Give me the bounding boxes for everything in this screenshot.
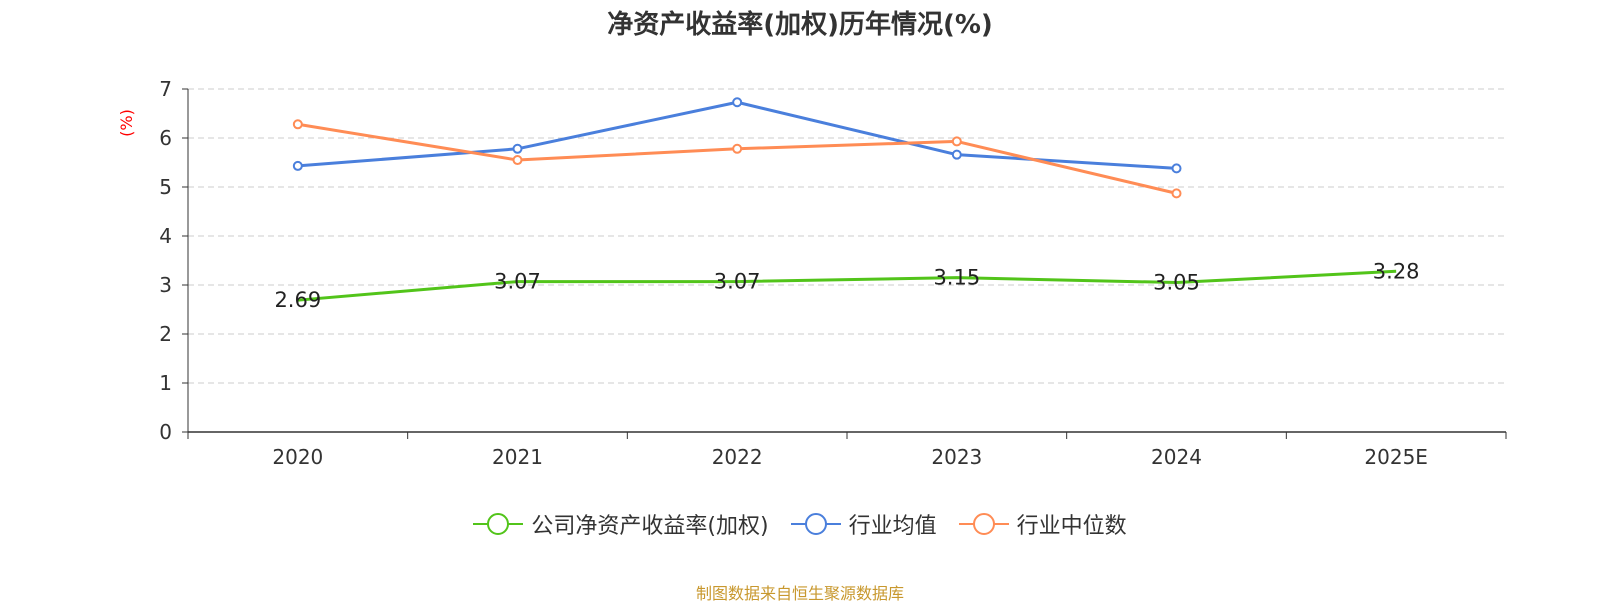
data-labels: 2.69 3.07 3.07 3.15 3.05 3.28 bbox=[274, 259, 1419, 312]
series-line bbox=[297, 100, 1177, 170]
data-point bbox=[1171, 163, 1182, 174]
legend-swatch-icon bbox=[958, 513, 1009, 535]
x-tick-label: 2024 bbox=[1151, 445, 1202, 469]
y-tick-label: 2 bbox=[159, 322, 172, 346]
data-point bbox=[292, 119, 303, 130]
data-point bbox=[951, 136, 962, 147]
x-tick-label: 2022 bbox=[712, 445, 763, 469]
gridlines bbox=[188, 88, 1506, 384]
series-lines bbox=[292, 97, 1397, 302]
data-label: 3.07 bbox=[494, 270, 541, 294]
legend-swatch-icon bbox=[790, 513, 841, 535]
y-tick-label: 4 bbox=[159, 224, 172, 248]
legend-item-industry-mean[interactable]: 行业均值 bbox=[790, 508, 937, 540]
data-label: 3.05 bbox=[1153, 271, 1200, 295]
legend-label: 公司净资产收益率(加权) bbox=[531, 514, 769, 539]
data-point bbox=[292, 160, 303, 171]
data-label: 3.28 bbox=[1373, 259, 1420, 283]
data-point bbox=[512, 155, 523, 166]
data-label: 3.07 bbox=[714, 270, 761, 294]
legend-label: 行业中位数 bbox=[1016, 514, 1127, 539]
x-tick-label: 2025E bbox=[1364, 445, 1428, 469]
y-tick-label: 5 bbox=[159, 175, 172, 199]
data-point bbox=[1171, 188, 1182, 199]
data-point bbox=[732, 143, 743, 154]
data-label: 2.69 bbox=[274, 288, 321, 312]
legend-label: 行业均值 bbox=[848, 514, 937, 539]
x-tick-label: 2021 bbox=[492, 445, 543, 469]
y-axis-label: (%) bbox=[117, 109, 136, 137]
x-tick-label: 2020 bbox=[272, 445, 323, 469]
data-point bbox=[512, 143, 523, 154]
y-tick-label: 0 bbox=[159, 420, 172, 444]
y-tick-label: 7 bbox=[159, 77, 172, 101]
data-point bbox=[732, 97, 743, 108]
data-label: 3.15 bbox=[933, 266, 980, 290]
data-point bbox=[951, 149, 962, 160]
legend-swatch-icon bbox=[473, 513, 524, 535]
axes: 0 1 2 3 4 5 6 7 2020 2021 2022 2023 2024 2025E (%) bbox=[117, 77, 1507, 469]
legend: 公司净资产收益率(加权) 行业均值 行业中位数 bbox=[0, 508, 1600, 540]
legend-item-industry-median[interactable]: 行业中位数 bbox=[958, 508, 1127, 540]
legend-item-company[interactable]: 公司净资产收益率(加权) bbox=[473, 508, 769, 540]
x-tick-label: 2023 bbox=[931, 445, 982, 469]
y-tick-label: 1 bbox=[159, 371, 172, 395]
y-tick-label: 6 bbox=[159, 126, 172, 150]
y-tick-label: 3 bbox=[159, 273, 172, 297]
source-note: 制图数据来自恒生聚源数据库 bbox=[695, 584, 904, 603]
chart-title: 净资产收益率(加权)历年情况(%) bbox=[607, 10, 993, 40]
series-line bbox=[297, 269, 1397, 302]
